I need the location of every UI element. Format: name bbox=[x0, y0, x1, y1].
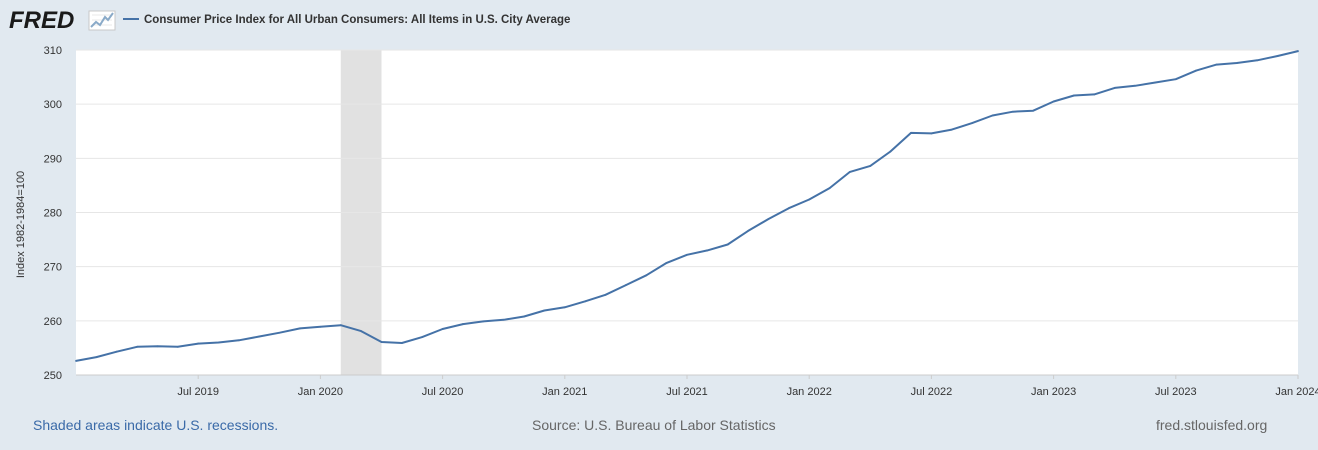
x-tick-label: Jan 2020 bbox=[298, 386, 343, 398]
data-point bbox=[1052, 100, 1055, 103]
data-point bbox=[380, 341, 383, 343]
data-point bbox=[502, 318, 505, 321]
data-point bbox=[1032, 109, 1035, 112]
y-tick-label: 310 bbox=[44, 45, 62, 57]
legend-label: Consumer Price Index for All Urban Consu… bbox=[144, 14, 570, 26]
data-point bbox=[706, 249, 709, 252]
data-point bbox=[258, 335, 261, 338]
data-point bbox=[1215, 63, 1218, 66]
data-point bbox=[1154, 81, 1157, 84]
data-point bbox=[828, 187, 831, 190]
data-point bbox=[1093, 93, 1096, 96]
data-point bbox=[238, 339, 240, 342]
x-tick-label: Jul 2023 bbox=[1155, 386, 1197, 398]
x-axis-ticks: Jul 2019 Jan 2020 Jul 2020 Jan 2021 Jul 2021… bbox=[177, 375, 1318, 398]
y-tick-label: 280 bbox=[44, 208, 62, 220]
data-point bbox=[421, 336, 424, 338]
data-point bbox=[441, 328, 444, 330]
data-point bbox=[319, 325, 322, 328]
data-point bbox=[360, 330, 363, 333]
data-point bbox=[889, 150, 892, 153]
data-point bbox=[176, 345, 179, 348]
y-gridlines bbox=[76, 49, 1298, 376]
recession-note: Shaded areas indicate U.S. recessions. bbox=[33, 417, 279, 433]
data-point bbox=[665, 261, 668, 264]
y-tick-label: 270 bbox=[44, 262, 62, 274]
y-axis-ticks: 250 260 270 280 290 300 310 bbox=[44, 45, 62, 382]
data-point bbox=[156, 345, 159, 348]
data-point bbox=[808, 198, 811, 201]
data-point bbox=[563, 306, 566, 309]
x-tick-label: Jan 2023 bbox=[1031, 386, 1076, 398]
data-point bbox=[462, 323, 464, 325]
y-tick-label: 290 bbox=[44, 153, 62, 165]
data-point bbox=[197, 342, 200, 345]
data-point bbox=[1134, 84, 1136, 87]
y-tick-label: 250 bbox=[44, 370, 62, 382]
data-point bbox=[482, 320, 485, 323]
data-point bbox=[278, 331, 281, 334]
x-tick-label: Jul 2019 bbox=[177, 386, 219, 398]
data-point bbox=[1195, 69, 1198, 72]
data-point bbox=[1297, 50, 1299, 52]
x-tick-label: Jul 2020 bbox=[422, 386, 464, 398]
data-point bbox=[645, 274, 648, 277]
data-point bbox=[217, 341, 220, 344]
data-point bbox=[787, 207, 790, 210]
x-tick-label: Jan 2021 bbox=[542, 386, 587, 398]
data-point bbox=[400, 342, 403, 344]
data-point bbox=[991, 114, 994, 117]
fred-logo[interactable]: FRED bbox=[9, 7, 116, 34]
data-point bbox=[543, 309, 546, 312]
fred-logo-text: FRED bbox=[9, 7, 74, 34]
data-point bbox=[1073, 94, 1075, 97]
legend[interactable]: Consumer Price Index for All Urban Consu… bbox=[123, 14, 570, 26]
data-point bbox=[1113, 87, 1116, 89]
data-point bbox=[1236, 62, 1238, 64]
data-point bbox=[950, 128, 953, 131]
x-tick-label: Jul 2021 bbox=[666, 386, 708, 398]
data-point bbox=[849, 170, 851, 173]
data-point bbox=[299, 327, 301, 330]
data-point bbox=[1174, 78, 1177, 81]
data-point bbox=[1256, 59, 1259, 62]
data-point bbox=[930, 132, 933, 135]
data-point bbox=[910, 131, 912, 134]
data-point bbox=[726, 243, 729, 246]
y-axis-label: Index 1982-1984=100 bbox=[15, 171, 27, 278]
data-point bbox=[604, 293, 607, 296]
data-point bbox=[339, 324, 342, 327]
data-point bbox=[584, 300, 587, 303]
data-point bbox=[136, 345, 139, 348]
data-point bbox=[747, 230, 749, 232]
data-point bbox=[75, 360, 77, 362]
data-point bbox=[686, 253, 688, 256]
y-tick-label: 260 bbox=[44, 316, 62, 328]
source-note: Source: U.S. Bureau of Labor Statistics bbox=[532, 417, 776, 433]
x-tick-label: Jul 2022 bbox=[911, 386, 953, 398]
series-layer bbox=[75, 50, 1299, 362]
data-point bbox=[625, 284, 627, 286]
x-tick-label: Jan 2022 bbox=[787, 386, 832, 398]
data-point bbox=[115, 350, 118, 353]
data-point bbox=[95, 356, 98, 359]
data-point bbox=[1011, 110, 1014, 113]
data-point bbox=[1276, 55, 1279, 57]
sparkline-chart-icon bbox=[88, 10, 116, 31]
data-point bbox=[869, 165, 872, 167]
data-point bbox=[523, 315, 525, 318]
x-tick-label: Jan 2024 bbox=[1275, 386, 1318, 398]
data-point bbox=[767, 218, 770, 220]
data-point bbox=[971, 122, 974, 125]
site-url[interactable]: fred.stlouisfed.org bbox=[1156, 417, 1268, 433]
y-tick-label: 300 bbox=[44, 99, 62, 111]
